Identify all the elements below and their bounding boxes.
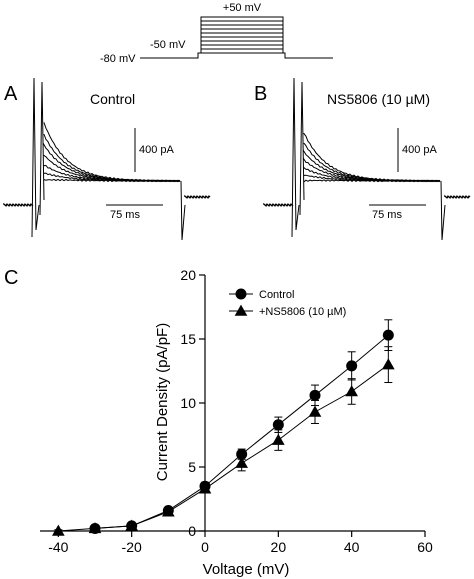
iv-chart: -40 -20 0 20 40 60 0 5 10 15 20 Control +NS5806 (10 … (40, 267, 433, 555)
y-tick-label: 0 (188, 523, 196, 539)
x-tick-label: -20 (122, 539, 142, 555)
current-traces-control (3, 77, 211, 241)
panel-letter-a: A (4, 83, 18, 105)
x-tick-label: -40 (48, 539, 68, 555)
series-ns5806 (52, 346, 395, 536)
scale-time-a: 75 ms (110, 209, 140, 221)
trace-capacitive-transient (31, 77, 40, 238)
y-axis-label: Current Density (pA/pF) (154, 323, 171, 481)
data-point (346, 360, 358, 372)
x-tick-label: 60 (417, 539, 433, 555)
x-tick-label: 0 (201, 539, 209, 555)
x-axis-label: Voltage (mV) (203, 561, 290, 578)
trace-post-baseline (184, 194, 211, 199)
data-point (308, 405, 322, 417)
current-trace (303, 133, 441, 183)
data-point (236, 448, 248, 460)
panel-a-title: Control (90, 91, 135, 107)
protocol-label-plus50: +50 mV (223, 2, 262, 14)
scale-time-b: 75 ms (372, 209, 402, 221)
voltage-protocol (140, 16, 333, 59)
scale-bar-a (106, 128, 163, 206)
trace-pre-baseline (3, 202, 34, 207)
legend-label: +NS5806 (10 µM) (259, 306, 346, 318)
y-tick-label: 10 (180, 395, 196, 411)
data-point (235, 456, 248, 468)
scale-current-a: 400 pA (139, 144, 175, 156)
current-trace (303, 149, 441, 183)
data-point (382, 358, 395, 370)
current-trace (43, 122, 181, 183)
data-point (272, 419, 284, 431)
data-point (125, 519, 138, 531)
panel-letter-c: C (4, 267, 18, 289)
data-point (309, 389, 321, 401)
series-line (58, 364, 389, 532)
data-point (234, 304, 248, 316)
protocol-baseline (140, 16, 333, 59)
data-point (272, 433, 285, 445)
legend-label: Control (259, 289, 294, 301)
series-control (89, 319, 394, 534)
scale-bar-b (369, 128, 426, 206)
series-line (94, 334, 389, 529)
protocol-label-minus80: -80 mV (100, 53, 136, 65)
data-point (52, 524, 65, 536)
panel-letter-b: B (254, 83, 267, 105)
data-point (345, 385, 358, 397)
panel-b-title: NS5806 (10 µM) (327, 91, 430, 107)
x-tick-label: 20 (271, 539, 287, 555)
y-tick-label: 15 (180, 331, 196, 347)
y-tick-label: 20 (180, 267, 196, 283)
trace-tail-transient (180, 180, 186, 241)
trace-tail-transient (440, 180, 446, 241)
data-point (162, 505, 175, 517)
data-point (198, 482, 212, 494)
legend: Control +NS5806 (10 µM) (229, 288, 346, 318)
trace-post-baseline (444, 194, 471, 199)
trace-pre-baseline (263, 202, 294, 207)
data-point (88, 522, 102, 534)
data-point (382, 329, 394, 341)
x-tick-label: 40 (344, 539, 360, 555)
data-point (235, 288, 247, 300)
trace-capacitive-transient (39, 81, 45, 216)
trace-capacitive-transient (299, 81, 305, 216)
trace-capacitive-transient (291, 77, 300, 238)
scale-current-b: 400 pA (402, 144, 438, 156)
protocol-label-minus50: -50 mV (150, 39, 186, 51)
current-traces-ns5806 (263, 77, 471, 241)
y-tick-label: 5 (188, 459, 196, 475)
